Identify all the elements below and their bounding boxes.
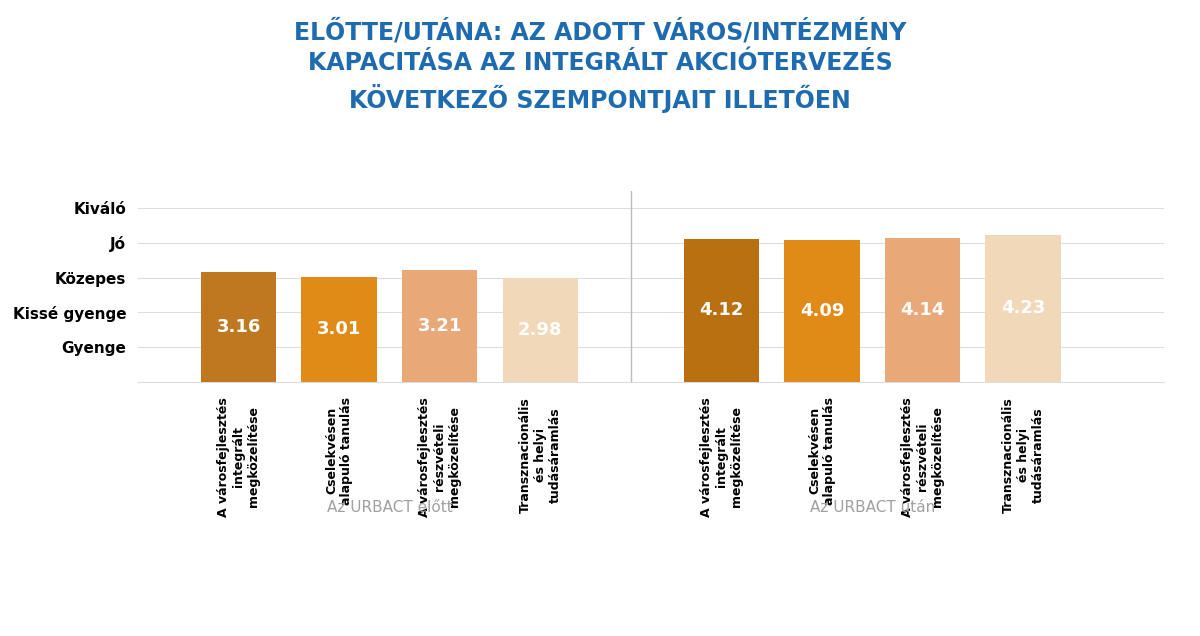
Text: Transznacionális
és helyi
tudásáramlás: Transznacionális és helyi tudásáramlás (1002, 397, 1045, 513)
Text: A városfejlesztés
integrált
megközelítése: A városfejlesztés integrált megközelítés… (700, 397, 743, 516)
Text: 4.09: 4.09 (800, 301, 844, 320)
Bar (402, 270, 478, 382)
Text: Cselekvésen
alapuló tanulás: Cselekvésen alapuló tanulás (808, 397, 836, 505)
Bar (785, 240, 859, 382)
Bar (684, 238, 760, 382)
Text: Cselekvésen
alapuló tanulás: Cselekvésen alapuló tanulás (325, 397, 353, 505)
Text: A városfejlesztés
részvételi
megközelítése: A városfejlesztés részvételi megközelíté… (901, 397, 944, 516)
Text: 4.23: 4.23 (1001, 299, 1045, 317)
Text: ELŐTTE/UTÁNA: AZ ADOTT VÁROS/INTÉZMÉNY
KAPACITÁSA AZ INTEGRÁLT AKCIÓTERVEZÉS
KÖV: ELŐTTE/UTÁNA: AZ ADOTT VÁROS/INTÉZMÉNY K… (294, 19, 906, 113)
Bar (884, 238, 960, 382)
Text: 3.16: 3.16 (216, 318, 260, 336)
Bar (301, 277, 377, 382)
Text: Az URBACT után: Az URBACT után (810, 500, 935, 515)
Text: 2.98: 2.98 (518, 321, 563, 339)
Text: 4.14: 4.14 (900, 301, 944, 319)
Text: Transznacionális
és helyi
tudásáramlás: Transznacionális és helyi tudásáramlás (518, 397, 562, 513)
Text: 3.21: 3.21 (418, 317, 462, 335)
Text: A városfejlesztés
részvételi
megközelítése: A városfejlesztés részvételi megközelíté… (419, 397, 461, 516)
Text: A városfejlesztés
integrált
megközelítése: A városfejlesztés integrált megközelítés… (217, 397, 260, 516)
Text: 3.01: 3.01 (317, 321, 361, 338)
Text: Az URBACT előtt: Az URBACT előtt (326, 500, 452, 515)
Text: 4.12: 4.12 (700, 301, 744, 319)
Bar (200, 272, 276, 382)
Bar (503, 278, 578, 382)
Bar (985, 235, 1061, 382)
